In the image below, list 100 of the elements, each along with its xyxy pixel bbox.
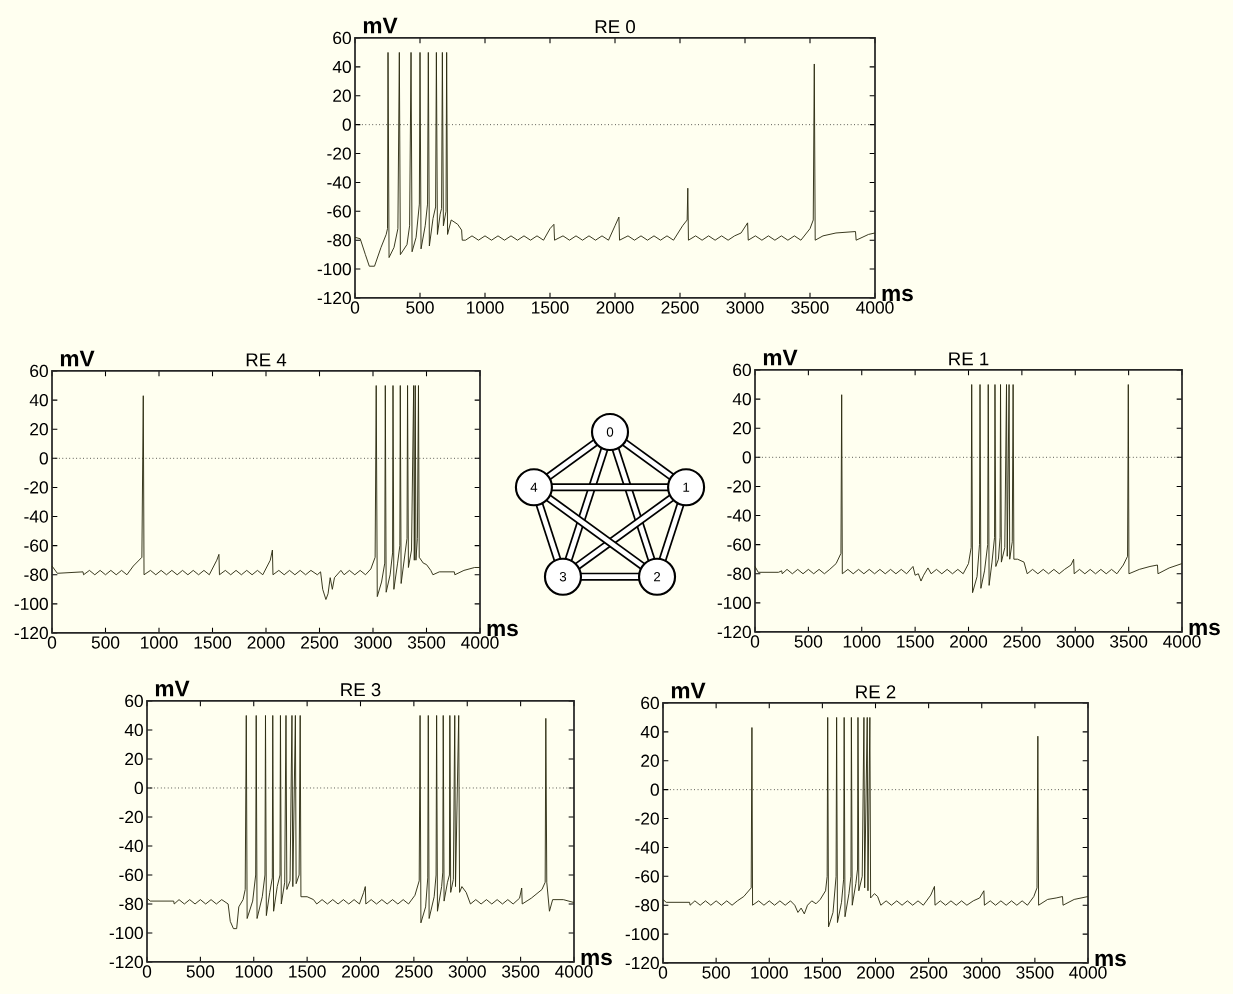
y-tick-label: -120: [717, 625, 751, 639]
chart-title: RE 3: [341, 683, 381, 697]
x-tick-label: 3500: [502, 965, 540, 978]
category-label: 1: [683, 482, 690, 492]
y-tick-label: -100: [109, 926, 143, 940]
y-tick-label: 0: [650, 783, 659, 796]
x-tick-label: 3000: [448, 965, 486, 978]
y-tick-label: 20: [333, 89, 351, 102]
y-tick-label: 0: [342, 118, 351, 131]
x-axis-title: ms: [581, 952, 612, 966]
y-tick-label: -20: [727, 480, 751, 493]
line-series: [754, 384, 1183, 594]
y-axis-title: mV: [671, 682, 706, 699]
y-axis-title: mV: [363, 17, 398, 34]
category-label: 4: [530, 482, 538, 492]
x-tick-label: 4000: [555, 965, 593, 978]
x-tick-label: 0: [350, 301, 360, 314]
x-tick-label: 2500: [661, 301, 699, 314]
x-tick-label: 2000: [247, 636, 285, 649]
y-tick-label: -40: [727, 509, 751, 522]
y-tick-label: 60: [641, 696, 659, 710]
y-tick-label: -40: [24, 510, 48, 523]
x-tick-label: 0: [142, 965, 152, 978]
y-tick-label: 40: [332, 60, 351, 73]
chart-title: RE 1: [949, 352, 989, 366]
x-tick-label: 1500: [804, 966, 841, 979]
y-tick-label: -20: [119, 810, 143, 824]
x-tick-label: 2500: [301, 636, 339, 649]
x-axis-title: ms: [487, 623, 518, 637]
y-tick-label: 60: [333, 31, 351, 45]
category-label: 2: [653, 572, 661, 582]
y-tick-label: -120: [317, 291, 351, 305]
x-tick-label: 3000: [726, 301, 764, 314]
y-tick-label: -60: [119, 868, 143, 882]
y-tick-label: 0: [742, 451, 751, 464]
x-tick-label: 4000: [1163, 635, 1201, 648]
y-tick-label: 60: [125, 694, 143, 708]
x-tick-label: 3000: [354, 636, 392, 649]
category-label: 0: [606, 427, 614, 437]
category-label: 3: [559, 571, 567, 582]
x-tick-label: 2500: [395, 965, 433, 978]
y-tick-label: 20: [125, 752, 143, 766]
x-tick-label: 1500: [532, 301, 569, 314]
y-tick-label: -80: [327, 234, 351, 247]
x-tick-label: 3500: [407, 636, 446, 649]
x-tick-label: 1000: [141, 636, 178, 649]
line-series: [146, 715, 575, 930]
y-tick-label: -40: [327, 176, 351, 189]
y-tick-label: 0: [39, 452, 48, 465]
line-series: [51, 385, 481, 600]
x-tick-label: 3500: [1110, 635, 1148, 648]
y-tick-label: 60: [733, 363, 751, 377]
x-tick-label: 3000: [1056, 635, 1094, 648]
y-tick-label: -20: [24, 481, 48, 494]
line-series: [662, 716, 1089, 928]
x-tick-label: 4000: [1069, 966, 1107, 979]
y-tick-label: -60: [635, 870, 659, 883]
y-tick-label: -80: [635, 899, 659, 912]
y-tick-label: -100: [14, 597, 48, 611]
y-tick-label: -120: [14, 626, 48, 640]
x-tick-label: 1000: [235, 965, 273, 978]
x-tick-label: 3000: [963, 966, 1001, 979]
x-tick-label: 3500: [1016, 966, 1054, 979]
x-tick-label: 4000: [461, 636, 499, 649]
x-tick-label: 2500: [1003, 635, 1041, 648]
x-tick-label: 4000: [856, 301, 894, 314]
x-tick-label: 2000: [857, 966, 895, 979]
y-axis-title: mV: [155, 680, 190, 697]
y-tick-label: 40: [124, 723, 143, 737]
x-axis-title: ms: [1095, 953, 1126, 967]
x-tick-label: 2500: [910, 966, 948, 979]
x-tick-label: 1500: [897, 635, 934, 648]
y-tick-label: -120: [109, 955, 143, 969]
y-tick-label: -40: [119, 839, 143, 853]
y-tick-label: 40: [29, 393, 48, 407]
y-tick-label: -20: [327, 147, 351, 160]
y-tick-label: -80: [119, 897, 143, 911]
x-tick-label: 500: [406, 301, 434, 314]
y-tick-label: -100: [717, 596, 751, 610]
chart-title: RE 4: [246, 353, 287, 367]
y-tick-label: 40: [640, 725, 659, 739]
y-tick-label: -60: [327, 205, 351, 218]
x-tick-label: 1000: [751, 966, 788, 979]
y-tick-label: 0: [134, 781, 143, 795]
y-tick-label: 60: [30, 364, 48, 378]
y-tick-label: -80: [24, 568, 48, 581]
x-tick-label: 1000: [843, 635, 881, 648]
y-tick-label: -100: [625, 927, 659, 941]
y-axis-title: mV: [60, 350, 95, 367]
x-tick-label: 500: [186, 965, 215, 978]
x-tick-label: 0: [658, 966, 668, 979]
x-tick-label: 2000: [596, 301, 634, 314]
y-tick-label: -20: [635, 812, 659, 825]
y-axis-title: mV: [763, 349, 798, 366]
x-tick-label: 500: [794, 635, 823, 648]
x-tick-label: 2000: [342, 965, 380, 978]
y-tick-label: -60: [727, 538, 751, 551]
x-tick-label: 3500: [791, 301, 829, 314]
y-tick-label: 20: [641, 754, 659, 767]
chart-title: RE 0: [595, 20, 636, 34]
